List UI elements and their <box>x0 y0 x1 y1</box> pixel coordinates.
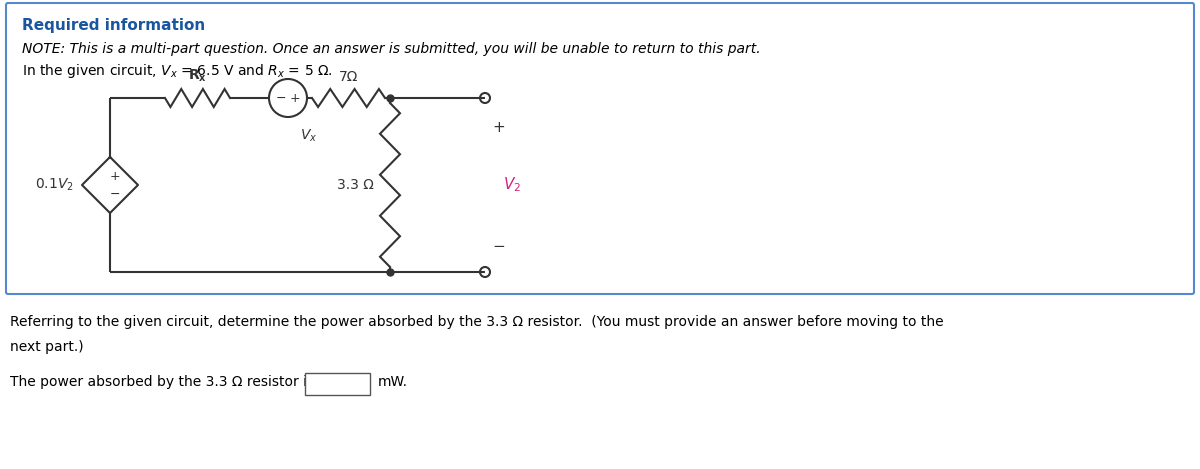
Text: +: + <box>289 91 300 105</box>
FancyBboxPatch shape <box>6 3 1194 294</box>
Text: Referring to the given circuit, determine the power absorbed by the 3.3 Ω resist: Referring to the given circuit, determin… <box>10 315 943 329</box>
Text: −: − <box>276 91 287 105</box>
Text: +: + <box>109 169 120 182</box>
Text: next part.): next part.) <box>10 340 84 354</box>
Text: −: − <box>109 188 120 201</box>
Text: mW.: mW. <box>378 375 408 389</box>
Text: $V_x$: $V_x$ <box>300 128 317 144</box>
Text: The power absorbed by the 3.3 Ω resistor is: The power absorbed by the 3.3 Ω resistor… <box>10 375 314 389</box>
Text: −: − <box>493 239 505 254</box>
Text: $V_2$: $V_2$ <box>503 176 521 194</box>
Text: 3.3 Ω: 3.3 Ω <box>337 178 374 192</box>
Text: Required information: Required information <box>22 18 205 33</box>
Text: NOTE: This is a multi-part question. Once an answer is submitted, you will be un: NOTE: This is a multi-part question. Onc… <box>22 42 761 56</box>
Text: 0.1$V_2$: 0.1$V_2$ <box>35 177 74 193</box>
Text: In the given circuit, $V_x$ = 6.5 V and $R_x$ = 5 Ω.: In the given circuit, $V_x$ = 6.5 V and … <box>22 62 332 80</box>
Text: +: + <box>493 120 505 135</box>
Bar <box>305 373 370 395</box>
Text: 7Ω: 7Ω <box>338 70 358 84</box>
Text: $\mathbf{R_x}$: $\mathbf{R_x}$ <box>188 68 206 84</box>
